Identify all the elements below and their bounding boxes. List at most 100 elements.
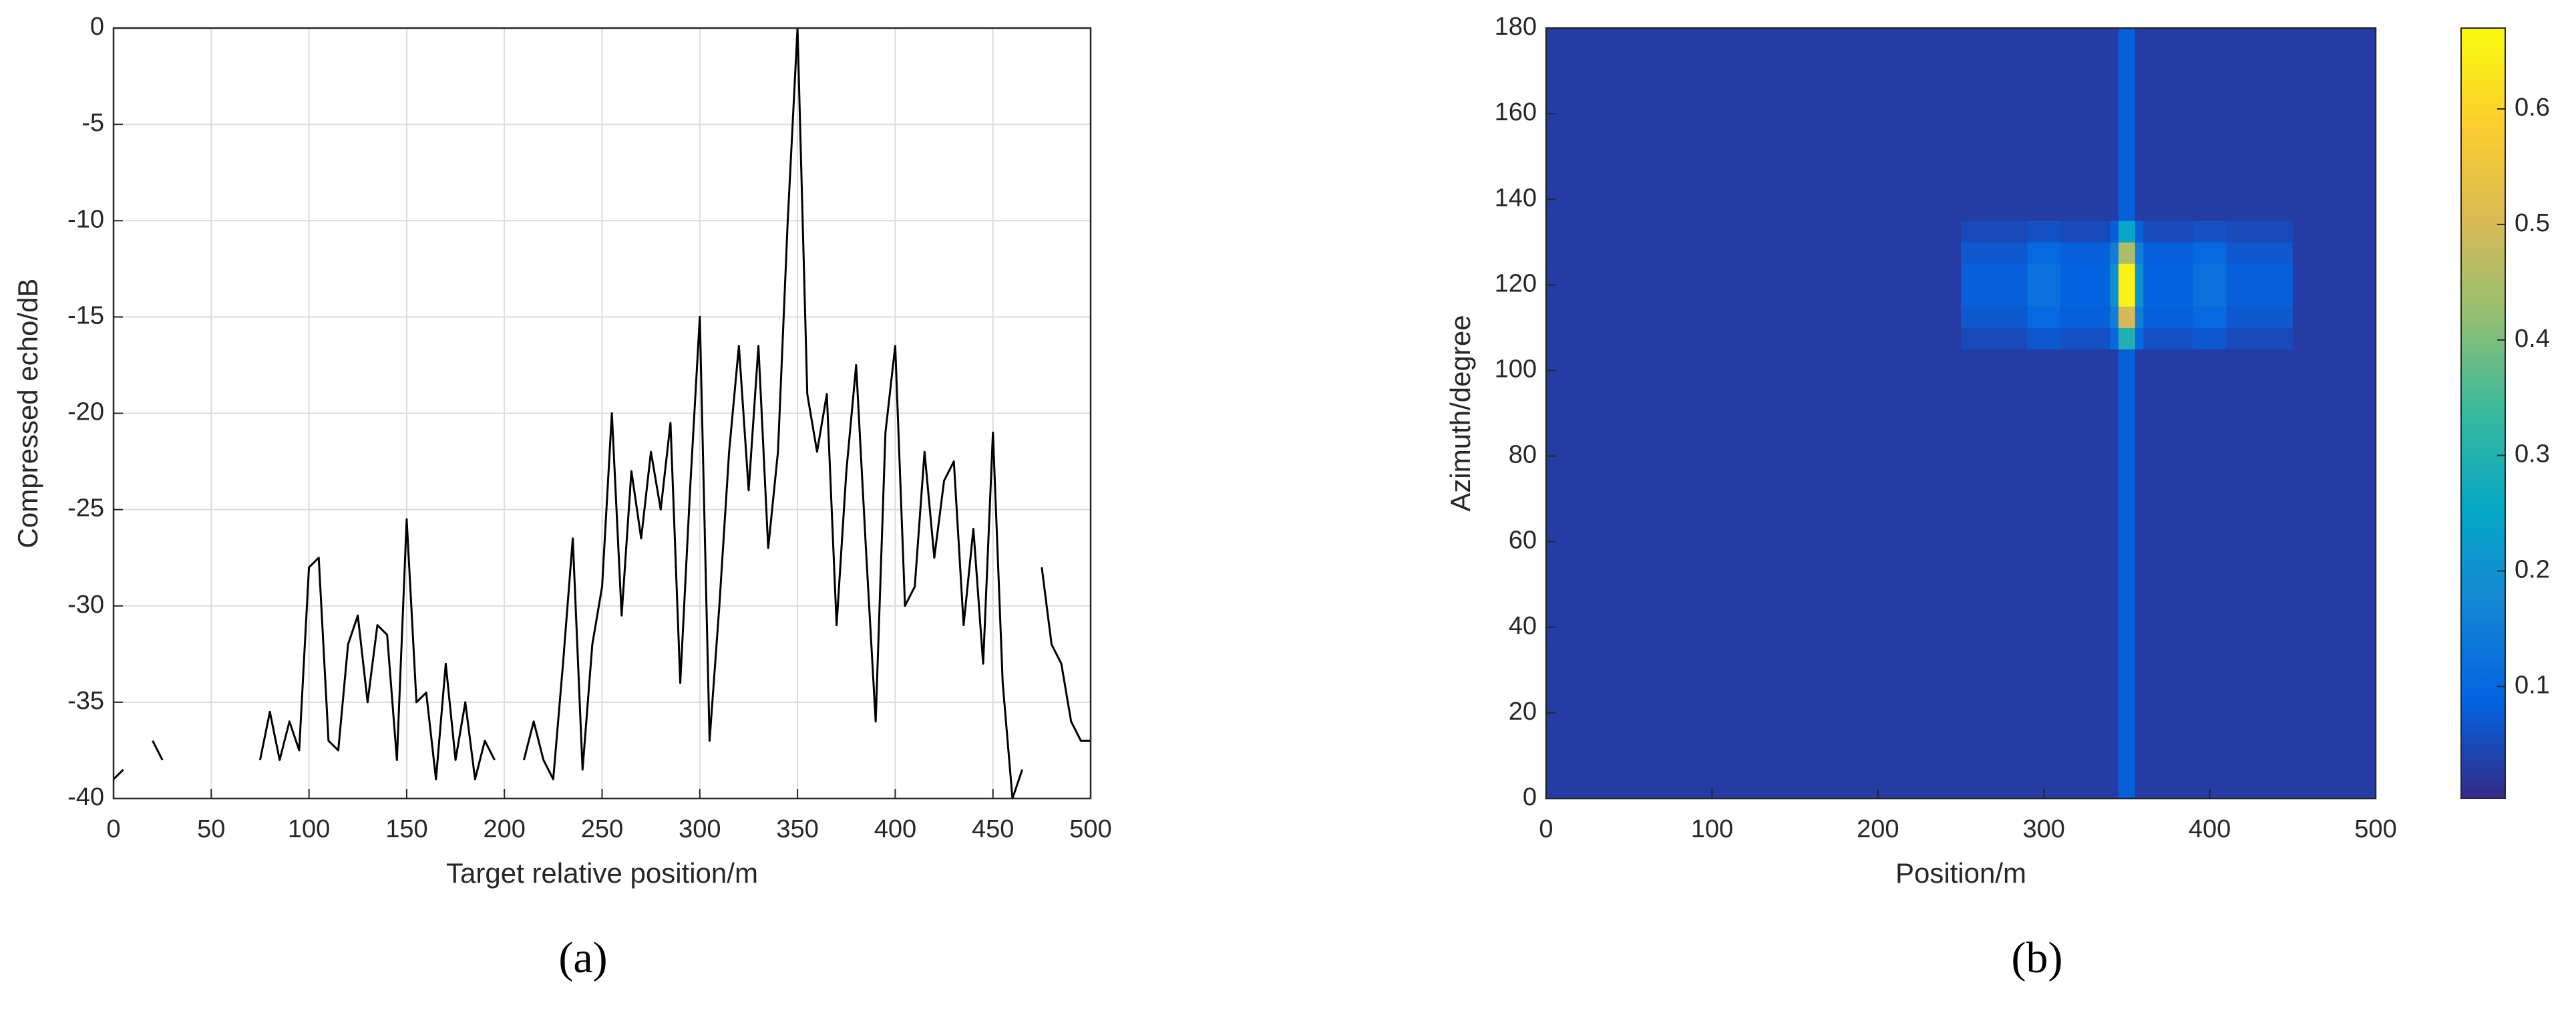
heat-cell: [2027, 28, 2061, 221]
x-tick-label: 100: [1691, 815, 1733, 843]
heat-cell: [2193, 263, 2227, 307]
heat-cell: [2292, 327, 2376, 349]
y-tick-label: 40: [1509, 612, 1537, 640]
y-tick-label: 160: [1495, 98, 1537, 126]
y-tick-label: 20: [1509, 698, 1537, 726]
heat-cell: [2226, 327, 2293, 349]
heat-cell: [2060, 306, 2111, 328]
colorbar-tick-label: 0.4: [2515, 325, 2550, 353]
y-axis-label: Compressed echo/dB: [12, 279, 43, 549]
heat-cell: [2118, 327, 2136, 349]
x-tick-label: 400: [874, 815, 916, 843]
heat-cell: [1546, 263, 1962, 307]
heat-cell: [1546, 327, 1962, 349]
heat-cell: [2143, 306, 2194, 328]
heat-cell: [2226, 28, 2293, 221]
heat-cell: [2135, 221, 2144, 243]
heat-cell: [2193, 349, 2227, 799]
heat-cell: [1961, 28, 2028, 221]
y-tick-label: 0: [1523, 783, 1537, 811]
heat-cell: [2135, 263, 2144, 307]
heat-cell: [2060, 28, 2111, 221]
heat-cell: [2135, 349, 2144, 799]
colorbar-tick-label: 0.2: [2515, 555, 2550, 583]
heat-cell: [2135, 242, 2144, 264]
heat-cell: [2110, 242, 2119, 264]
colorbar-tick-label: 0.1: [2515, 671, 2550, 699]
x-tick-label: 50: [197, 815, 225, 843]
y-tick-label: 140: [1495, 184, 1537, 212]
x-tick-label: 100: [288, 815, 330, 843]
heat-cell: [2226, 242, 2293, 264]
heat-cell: [1546, 28, 1962, 221]
x-tick-label: 400: [2189, 815, 2231, 843]
x-axis-label: Target relative position/m: [446, 857, 758, 889]
heat-cell: [2292, 221, 2376, 243]
heat-cell: [2110, 349, 2119, 799]
y-tick-label: 180: [1495, 13, 1537, 41]
y-tick-label: 60: [1509, 527, 1537, 555]
x-tick-label: 500: [1069, 815, 1111, 843]
heat-cell: [2060, 263, 2111, 307]
heat-cell: [2193, 327, 2227, 349]
heat-cell: [2118, 306, 2136, 328]
x-tick-label: 300: [2022, 815, 2064, 843]
heat-cell: [2135, 306, 2144, 328]
heat-cell: [2027, 306, 2061, 328]
x-tick-label: 300: [679, 815, 721, 843]
y-tick-label: -20: [67, 398, 104, 426]
y-tick-label: -35: [67, 687, 104, 715]
heat-cell: [1961, 263, 2028, 307]
heat-cell: [2060, 242, 2111, 264]
heat-cell: [2060, 349, 2111, 799]
y-tick-label: 80: [1509, 441, 1537, 469]
y-tick-label: -40: [67, 783, 104, 811]
heat-cell: [1546, 306, 1962, 328]
colorbar: [2460, 27, 2506, 799]
heat-cell: [2027, 263, 2061, 307]
heat-cell: [2060, 327, 2111, 349]
heat-cell: [2143, 327, 2194, 349]
heat-cell: [2193, 306, 2227, 328]
y-tick-label: -5: [81, 109, 104, 137]
heat-cell: [2193, 221, 2227, 243]
heat-cell: [2135, 28, 2144, 221]
heat-cell: [2143, 349, 2194, 799]
heat-cell: [2027, 242, 2061, 264]
x-tick-label: 250: [581, 815, 623, 843]
heat-cell: [2193, 28, 2227, 221]
heat-cell: [2118, 221, 2136, 243]
axes-frame: [1545, 27, 2377, 800]
x-tick-label: 200: [1857, 815, 1899, 843]
heat-cell: [2143, 242, 2194, 264]
heat-cell: [2226, 306, 2293, 328]
heat-cell: [1961, 349, 2028, 799]
x-tick-label: 350: [776, 815, 818, 843]
heat-cell: [2118, 263, 2136, 307]
heat-cell: [2110, 221, 2119, 243]
x-tick-label: 150: [385, 815, 427, 843]
heat-cell: [2226, 221, 2293, 243]
heat-cell: [1546, 221, 1962, 243]
y-tick-label: 100: [1495, 355, 1537, 383]
heat-cell: [1961, 306, 2028, 328]
caption: (b): [2012, 933, 2063, 982]
heat-cell: [2143, 28, 2194, 221]
heat-cell: [2143, 221, 2194, 243]
x-axis-label: Position/m: [1895, 857, 2026, 889]
y-tick-label: -15: [67, 301, 104, 329]
heat-cell: [2143, 263, 2194, 307]
line: [112, 27, 1091, 800]
heat-cell: [1961, 327, 2028, 349]
y-tick-label: -10: [67, 205, 104, 233]
heat-cell: [2027, 221, 2061, 243]
heat-cell: [2292, 242, 2376, 264]
y-tick-label: -30: [67, 591, 104, 619]
heat-cell: [2135, 327, 2144, 349]
colorbar-tick-label: 0.3: [2515, 440, 2550, 468]
heat-cell: [2118, 242, 2136, 264]
heat-cell: [2110, 327, 2119, 349]
x-tick-label: 450: [972, 815, 1014, 843]
heat-cell: [2292, 306, 2376, 328]
